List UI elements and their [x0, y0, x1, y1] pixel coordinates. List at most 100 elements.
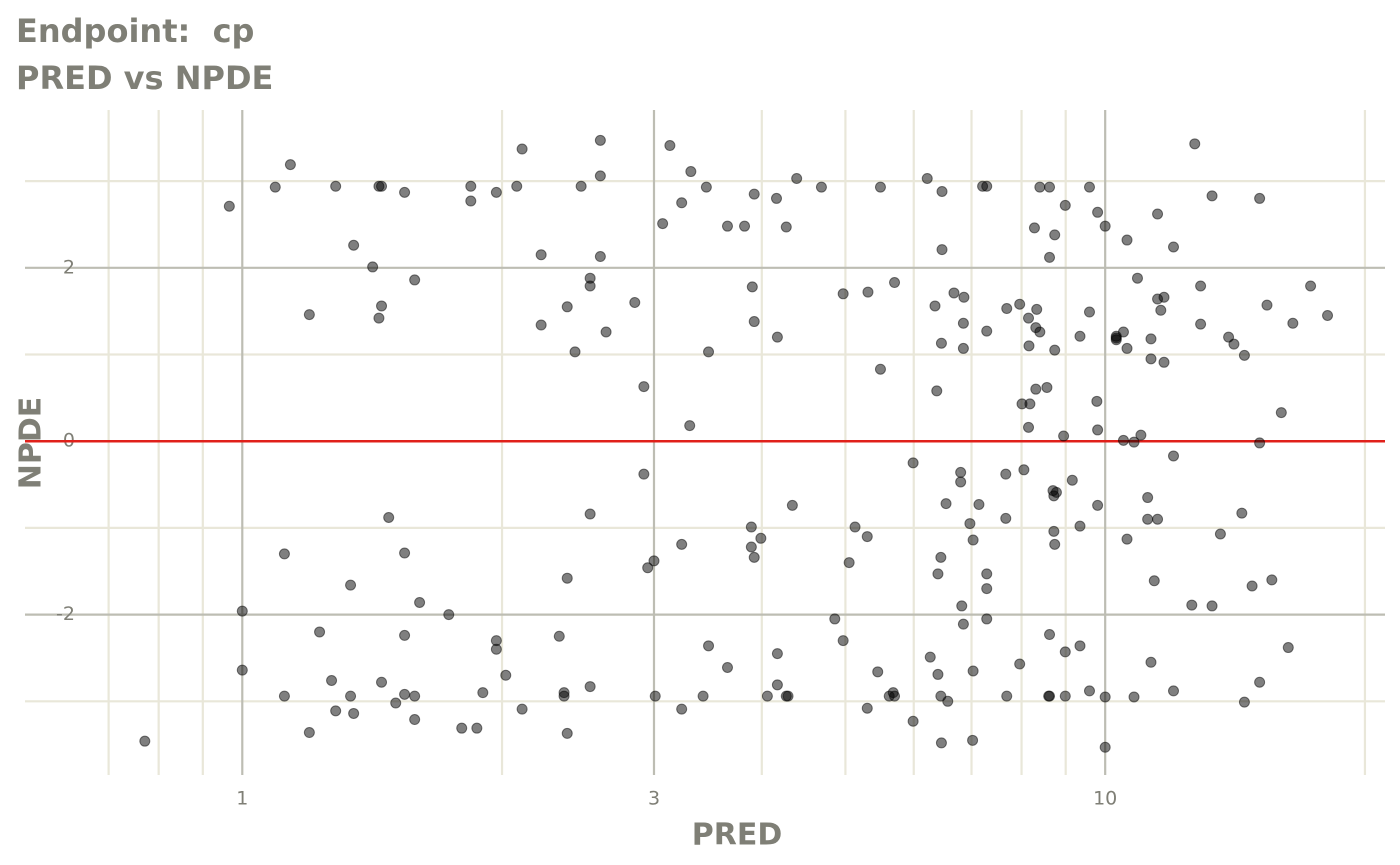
point [1158, 291, 1170, 303]
point [284, 159, 296, 171]
point [376, 300, 388, 312]
point [1050, 486, 1062, 498]
point [1128, 436, 1140, 448]
point [957, 317, 969, 329]
point [1155, 304, 1167, 316]
point [314, 626, 326, 638]
point [697, 690, 709, 702]
point [700, 181, 712, 193]
point [236, 605, 248, 617]
point [575, 180, 587, 192]
point [981, 613, 993, 625]
point [1074, 640, 1086, 652]
point [1145, 353, 1157, 365]
point [929, 300, 941, 312]
point [1099, 741, 1111, 753]
point [269, 181, 281, 193]
point [1044, 629, 1056, 641]
point [330, 705, 342, 717]
point [1142, 492, 1154, 504]
point [748, 316, 760, 328]
point [638, 468, 650, 480]
point [703, 640, 715, 652]
y-tick-label: -2 [56, 603, 75, 625]
point [1001, 303, 1013, 315]
point [511, 180, 523, 192]
point [373, 312, 385, 324]
point [348, 239, 360, 251]
point [936, 185, 948, 197]
point [1014, 298, 1026, 310]
point [981, 180, 993, 192]
point [1254, 676, 1266, 688]
point [935, 551, 947, 563]
point [649, 690, 661, 702]
point [477, 687, 489, 699]
point [932, 568, 944, 580]
point [1228, 338, 1240, 350]
point [1152, 208, 1164, 220]
point [981, 325, 993, 337]
point [958, 291, 970, 303]
point [558, 690, 570, 702]
point [973, 498, 985, 510]
point [981, 583, 993, 595]
y-tick-label: 2 [63, 256, 75, 278]
point [1168, 450, 1180, 462]
point [837, 635, 849, 647]
point [748, 551, 760, 563]
point [236, 664, 248, 676]
chart-subtitle: PRED vs NPDE [16, 59, 273, 97]
point [1092, 499, 1104, 511]
point [1030, 383, 1042, 395]
point [1099, 220, 1111, 232]
point [1044, 181, 1056, 193]
point [1049, 344, 1061, 356]
point [932, 668, 944, 680]
point [907, 715, 919, 727]
point [399, 547, 411, 559]
point [1074, 520, 1086, 532]
point [1014, 658, 1026, 670]
point [664, 140, 676, 152]
point [907, 457, 919, 469]
point [1048, 525, 1060, 537]
point [648, 555, 660, 567]
x-tick-label: 10 [1093, 788, 1117, 810]
point [931, 385, 943, 397]
point [1195, 280, 1207, 292]
point [721, 220, 733, 232]
point [940, 498, 952, 510]
point [409, 274, 421, 286]
point [935, 337, 947, 349]
point [409, 690, 421, 702]
point [443, 609, 455, 621]
y-axis-title: NPDE [14, 397, 49, 490]
point [399, 688, 411, 700]
point [837, 288, 849, 300]
point [874, 363, 886, 375]
point [584, 280, 596, 292]
point [561, 301, 573, 313]
point [500, 669, 512, 681]
point [964, 518, 976, 530]
point [490, 643, 502, 655]
point [345, 690, 357, 702]
point [1092, 206, 1104, 218]
point [815, 181, 827, 193]
point [721, 661, 733, 673]
point [1023, 340, 1035, 352]
point [1000, 512, 1012, 524]
point [465, 180, 477, 192]
point [1287, 317, 1299, 329]
point [1254, 192, 1266, 204]
point [1158, 356, 1170, 368]
point [746, 281, 758, 293]
point [1236, 507, 1248, 519]
point [967, 734, 979, 746]
point [399, 186, 411, 198]
point [935, 737, 947, 749]
point [957, 618, 969, 630]
point [1189, 138, 1201, 150]
